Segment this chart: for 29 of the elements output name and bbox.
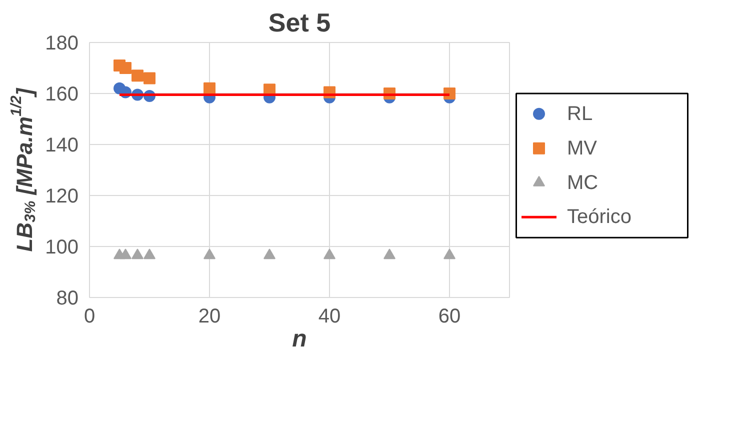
point bbox=[324, 248, 336, 260]
y-axis-title: LB3% [MPa.m1/2] bbox=[8, 88, 39, 252]
x-tick-label: 60 bbox=[438, 306, 461, 328]
point bbox=[204, 248, 216, 260]
legend-label: Teórico bbox=[567, 206, 632, 228]
y-tick-label: 140 bbox=[45, 134, 79, 156]
point bbox=[204, 82, 216, 94]
x-tick-label: 40 bbox=[318, 306, 341, 328]
point bbox=[120, 62, 132, 74]
point bbox=[444, 248, 456, 260]
point bbox=[384, 248, 396, 260]
legend-label: RL bbox=[567, 102, 593, 125]
y-tick-label: 80 bbox=[56, 288, 79, 310]
point bbox=[144, 248, 156, 260]
x-tick-label: 20 bbox=[198, 306, 221, 328]
y-tick-label: 160 bbox=[45, 84, 79, 106]
x-axis-title: n bbox=[292, 326, 307, 352]
point bbox=[132, 248, 144, 260]
y-tick-label: 180 bbox=[45, 32, 79, 54]
y-tick-label: 100 bbox=[45, 236, 79, 258]
point bbox=[264, 248, 276, 260]
y-tick-label: 120 bbox=[45, 186, 79, 208]
point bbox=[132, 70, 144, 82]
point bbox=[120, 248, 132, 260]
point bbox=[144, 72, 156, 84]
legend-label: MV bbox=[567, 137, 598, 160]
legend-label: MC bbox=[567, 172, 598, 194]
chart-title: Set 5 bbox=[268, 8, 331, 38]
x-tick-label: 0 bbox=[84, 306, 96, 328]
